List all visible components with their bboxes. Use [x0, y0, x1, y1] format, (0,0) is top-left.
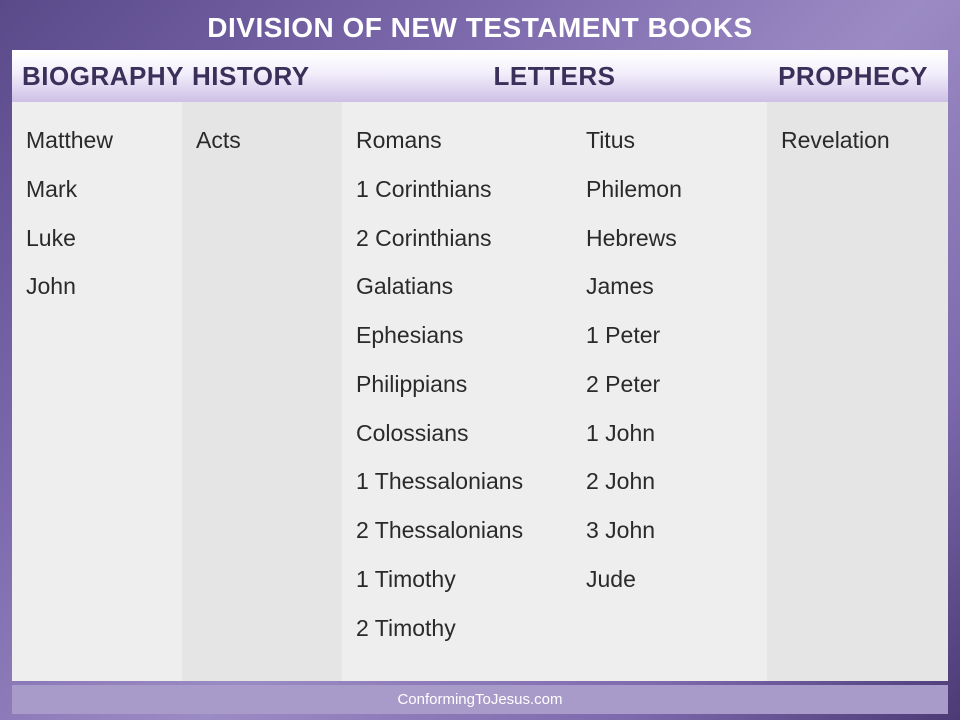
book-item: 2 Timothy	[356, 604, 562, 653]
header-biography: BIOGRAPHY	[12, 53, 182, 102]
header-prophecy: PROPHECY	[767, 53, 948, 102]
book-item: 1 John	[586, 409, 757, 458]
book-item: 1 Thessalonians	[356, 457, 562, 506]
column-biography: MatthewMarkLukeJohn	[12, 102, 182, 681]
book-item: 2 John	[586, 457, 757, 506]
book-item: James	[586, 262, 757, 311]
book-item: Acts	[196, 116, 332, 165]
book-item: Hebrews	[586, 214, 757, 263]
page-title: DIVISION OF NEW TESTAMENT BOOKS	[12, 10, 948, 53]
chart-container: DIVISION OF NEW TESTAMENT BOOKS BIOGRAPH…	[0, 0, 960, 685]
book-item: Titus	[586, 116, 757, 165]
column-history: Acts	[182, 102, 342, 681]
book-item: 1 Timothy	[356, 555, 562, 604]
footer-credit: ConformingToJesus.com	[12, 685, 948, 714]
book-item: 1 Corinthians	[356, 165, 562, 214]
book-item: 3 John	[586, 506, 757, 555]
book-item: Revelation	[781, 116, 938, 165]
book-item: 2 Corinthians	[356, 214, 562, 263]
book-item: 2 Peter	[586, 360, 757, 409]
book-item: 1 Peter	[586, 311, 757, 360]
header-row: BIOGRAPHY HISTORY LETTERS PROPHECY	[12, 53, 948, 102]
column-prophecy: Revelation	[767, 102, 948, 681]
header-letters: LETTERS	[342, 53, 767, 102]
book-item: Galatians	[356, 262, 562, 311]
book-item: Philippians	[356, 360, 562, 409]
book-item: Philemon	[586, 165, 757, 214]
header-history: HISTORY	[182, 53, 342, 102]
column-letters-2: TitusPhilemonHebrewsJames1 Peter2 Peter1…	[572, 102, 767, 681]
book-item: Colossians	[356, 409, 562, 458]
book-item: 2 Thessalonians	[356, 506, 562, 555]
body-row: MatthewMarkLukeJohn Acts Romans1 Corinth…	[12, 102, 948, 681]
book-item: Mark	[26, 165, 172, 214]
column-letters-1: Romans1 Corinthians2 CorinthiansGalatian…	[342, 102, 572, 681]
book-item: Jude	[586, 555, 757, 604]
book-item: John	[26, 262, 172, 311]
book-item: Matthew	[26, 116, 172, 165]
book-item: Ephesians	[356, 311, 562, 360]
book-item: Luke	[26, 214, 172, 263]
book-item: Romans	[356, 116, 562, 165]
